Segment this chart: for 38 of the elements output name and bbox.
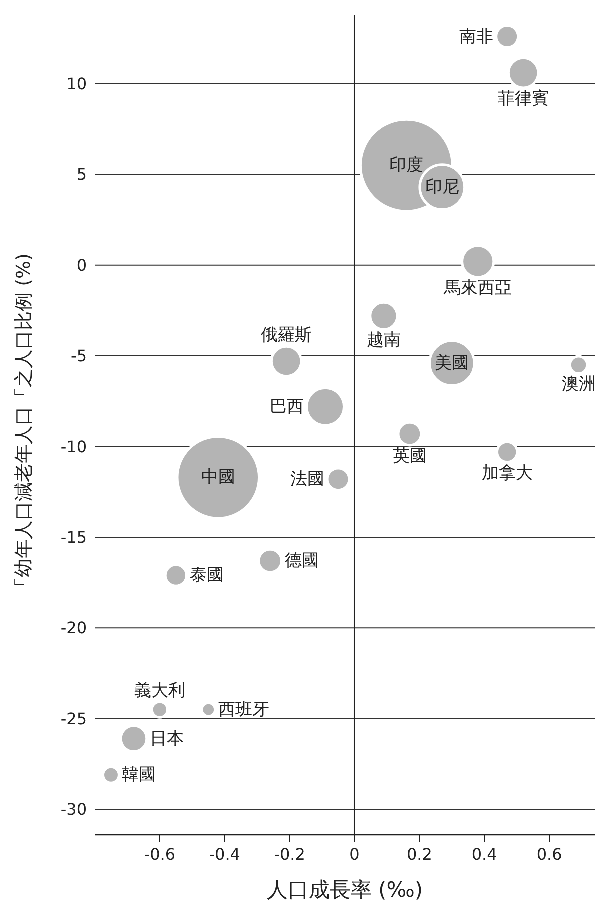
series-label: 德國 xyxy=(284,551,319,572)
series-label: 澳洲 xyxy=(562,374,596,395)
y-tick-label: -25 xyxy=(60,709,87,728)
y-tick-label: 5 xyxy=(76,165,87,184)
y-axis-title: 「幼年人口減老年人口「之人口比例 (%) xyxy=(13,254,35,596)
series-label: 馬來西亞 xyxy=(443,278,512,299)
y-tick-label: -5 xyxy=(71,346,87,366)
series-label: 菲律賓 xyxy=(498,88,550,109)
series-label: 韓國 xyxy=(122,765,156,786)
x-tick-label: -0.6 xyxy=(144,845,176,864)
y-tick-label: -20 xyxy=(60,618,87,638)
series-label: 越南 xyxy=(366,330,401,351)
x-tick-label: 0.2 xyxy=(406,845,432,864)
series-label: 日本 xyxy=(150,728,184,749)
series-label: 加拿大 xyxy=(482,463,533,484)
series-label: 印度 xyxy=(390,156,424,176)
series-label: 泰國 xyxy=(190,566,224,586)
series-label: 南非 xyxy=(459,26,494,47)
x-tick-label: 0 xyxy=(350,845,360,864)
series-label: 英國 xyxy=(392,446,427,467)
series-label: 義大利 xyxy=(134,680,186,701)
x-tick-label: 0.4 xyxy=(472,845,498,864)
series-label: 法國 xyxy=(290,469,325,490)
y-tick-label: 0 xyxy=(76,256,87,275)
series-label: 巴西 xyxy=(270,396,304,417)
y-tick-label: 10 xyxy=(66,74,87,94)
x-tick-label: -0.4 xyxy=(209,845,240,864)
x-tick-label: -0.2 xyxy=(274,845,306,864)
x-axis-title: 人口成長率 (‰) xyxy=(266,878,424,902)
series-label: 俄羅斯 xyxy=(261,326,312,346)
series-label: 美國 xyxy=(435,353,470,374)
series-label: 西班牙 xyxy=(218,700,270,720)
series-label: 中國 xyxy=(201,468,236,488)
x-tick-label: 0.6 xyxy=(536,845,562,864)
series-label: 印尼 xyxy=(425,177,460,198)
y-tick-label: -10 xyxy=(60,437,87,456)
y-tick-label: -30 xyxy=(60,800,87,820)
y-tick-label: -15 xyxy=(60,528,87,547)
